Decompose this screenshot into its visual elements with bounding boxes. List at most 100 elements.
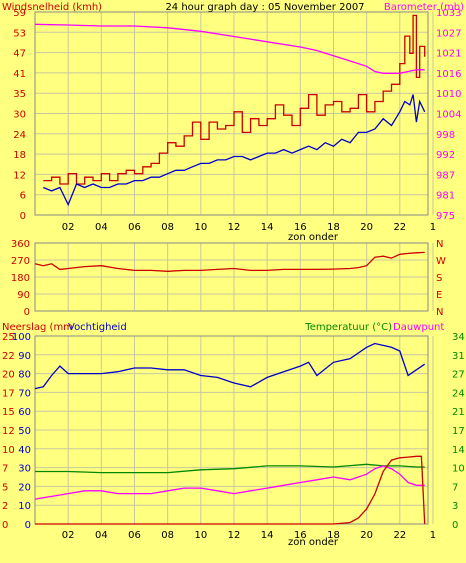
x-tick-label: 18	[327, 222, 340, 233]
y-tick-left: 59	[13, 8, 26, 19]
x-tick-label: 04	[95, 530, 108, 541]
chart-title: 24 hour graph day : 05 November 2007	[165, 2, 364, 13]
y-tick-right: N	[436, 239, 443, 250]
y-tick-humidity: 30	[18, 464, 31, 475]
y-tick-right: 998	[436, 130, 455, 141]
top-chart-series	[34, 14, 426, 207]
y-tick-right: 10	[452, 464, 465, 475]
y-tick-left: 53	[13, 28, 26, 39]
y-tick-right: 992	[436, 150, 455, 161]
y-tick-humidity: 20	[18, 482, 31, 493]
y-tick-left: 0	[20, 211, 26, 222]
y-tick-right: N	[436, 307, 443, 318]
x-tick-label: 20	[360, 222, 373, 233]
mid-chart-frame	[34, 242, 429, 312]
y-tick-left: 41	[13, 69, 26, 80]
y-tick-rain: 20	[2, 370, 15, 381]
x-tick-label: 20	[360, 530, 373, 541]
top-x-ticks: 02 04 06 08 10 12 14 16 18 20 22 1	[62, 222, 436, 233]
top-left-ticks: 0 6 12 18 24 30 35 41 47 53 59	[13, 8, 26, 222]
y-tick-right: 1016	[436, 69, 461, 80]
y-tick-humidity: 80	[18, 370, 31, 381]
y-tick-left: 18	[13, 150, 26, 161]
y-tick-humidity: 100	[12, 332, 31, 343]
x-tick-label: 1	[430, 222, 436, 233]
series-rain	[35, 455, 426, 525]
x-tick-label: 02	[62, 530, 75, 541]
x-tick-label: 16	[294, 530, 307, 541]
bottom-chart-series	[34, 342, 426, 525]
y-tick-left: 180	[11, 273, 30, 284]
x-tick-label: 06	[128, 530, 141, 541]
mid-left-ticks: 360 270 180 90 0	[11, 239, 30, 318]
x-tick-label: 08	[161, 530, 174, 541]
series-humidity	[34, 342, 426, 390]
y-tick-humidity: 70	[18, 388, 31, 399]
y-tick-right: 24	[452, 388, 465, 399]
y-tick-right: E	[436, 290, 442, 301]
y-tick-right: W	[436, 256, 446, 267]
x-tick-label: 16	[294, 222, 307, 233]
y-tick-left: 360	[11, 239, 30, 250]
y-tick-rain: 2	[2, 501, 8, 512]
x-tick-label: 04	[95, 222, 108, 233]
x-tick-label: 12	[228, 222, 241, 233]
y-tick-right: 3	[452, 501, 458, 512]
bottom-chart-grid	[35, 335, 434, 525]
y-tick-right: 27	[452, 370, 465, 381]
y-tick-right: 31	[452, 351, 465, 362]
left-axis-label-wind: Windsnelheid (kmh)	[2, 2, 102, 13]
bottom-right-axis-label-temperature: Temperatuur (°C)	[304, 322, 392, 333]
y-tick-right: 1033	[436, 8, 461, 19]
y-tick-rain: 10	[2, 445, 15, 456]
y-tick-right: 981	[436, 191, 455, 202]
x-tick-label: 10	[194, 222, 207, 233]
y-tick-right: 0	[452, 520, 458, 531]
y-tick-right: 34	[452, 332, 465, 343]
y-tick-right: 975	[436, 211, 455, 222]
y-tick-rain: 7	[2, 464, 8, 475]
y-tick-humidity: 0	[25, 520, 31, 531]
y-tick-left: 12	[13, 170, 26, 181]
x-tick-label: 14	[261, 530, 274, 541]
top-right-ticks: 975 981 987 992 998 1004 1010 1016 1021 1027 1033	[436, 8, 461, 222]
y-tick-right: 14	[452, 445, 465, 456]
x-tick-label: 14	[261, 222, 274, 233]
y-tick-humidity: 40	[18, 445, 31, 456]
bottom-right-axis-label-dewpoint: Dauwpunt	[393, 322, 444, 333]
x-tick-label: 22	[393, 222, 406, 233]
x-tick-label: 22	[393, 530, 406, 541]
y-tick-humidity: 50	[18, 426, 31, 437]
y-tick-left: 90	[17, 290, 30, 301]
series-gust	[43, 94, 426, 207]
y-tick-humidity: 10	[18, 501, 31, 512]
top-x-annotation: zon onder	[288, 232, 339, 243]
y-tick-humidity: 60	[18, 407, 31, 418]
series-direction	[34, 251, 425, 272]
x-tick-label: 18	[327, 530, 340, 541]
x-tick-label: 02	[62, 222, 75, 233]
y-tick-rain: 12	[2, 426, 15, 437]
y-tick-right: 7	[452, 482, 458, 493]
y-tick-right: 17	[452, 426, 465, 437]
y-tick-left: 30	[13, 110, 26, 121]
x-tick-label: 1	[430, 530, 436, 541]
bottom-right-ticks: 0 3 7 10 14 17 21 24 27 31 34	[452, 332, 465, 531]
y-tick-right: 1021	[436, 49, 461, 60]
series-wind	[43, 14, 426, 185]
y-tick-left: 47	[13, 49, 26, 60]
y-tick-left: 270	[11, 256, 30, 267]
bottom-x-annotation: zon onder	[288, 537, 339, 548]
y-tick-left: 0	[24, 307, 30, 318]
y-tick-right: 1027	[436, 28, 461, 39]
top-chart-frame	[34, 11, 429, 216]
y-tick-rain: 15	[2, 407, 15, 418]
y-tick-right: 1004	[436, 110, 461, 121]
y-tick-left: 35	[13, 89, 26, 100]
y-tick-humidity: 90	[18, 351, 31, 362]
bottom-left-axis-label-rain: Neerslag (mm	[2, 322, 73, 333]
y-tick-right: 987	[436, 170, 455, 181]
